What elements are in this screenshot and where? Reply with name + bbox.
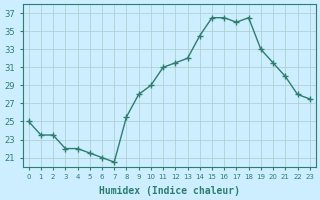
X-axis label: Humidex (Indice chaleur): Humidex (Indice chaleur) [99, 186, 240, 196]
